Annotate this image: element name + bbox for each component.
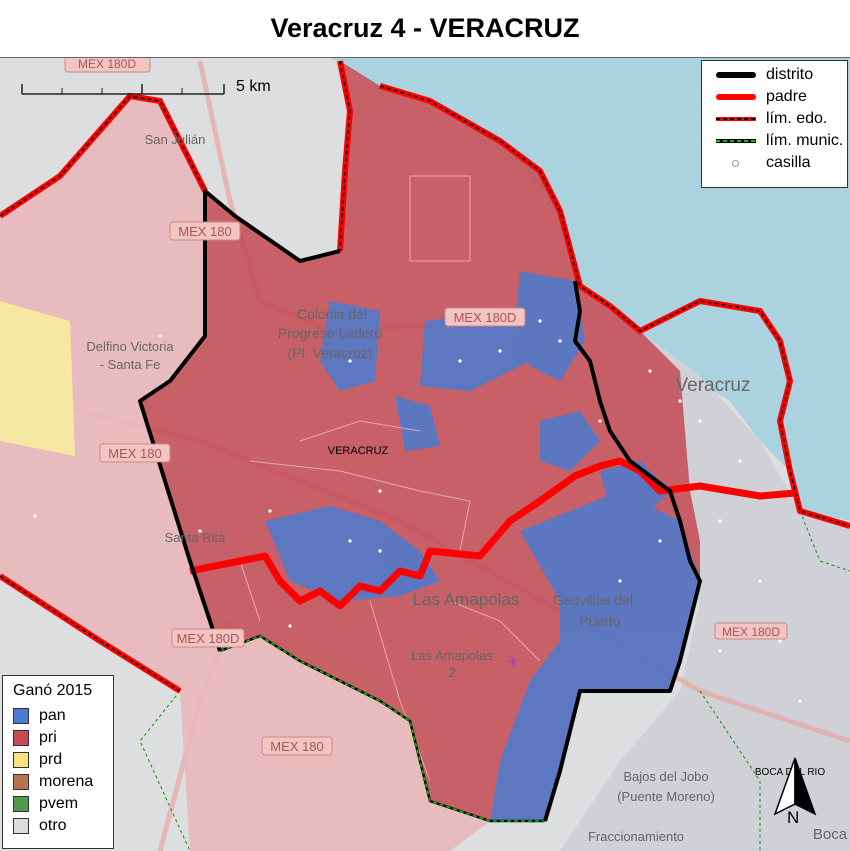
swatch-pan	[13, 708, 29, 724]
road-label-mex180d-right: MEX 180D	[722, 625, 780, 639]
north-arrow-icon	[773, 757, 817, 816]
place-veracruz-city: Veracruz	[676, 375, 751, 396]
airport-icon: ✈	[506, 654, 519, 671]
place-delfino-line1: Delfino Victoria	[86, 339, 174, 354]
legend-label-padre: padre	[766, 88, 807, 105]
place-bajos-line2: (Puente Moreno)	[617, 789, 715, 804]
winner-label-pri: pri	[39, 729, 57, 746]
winner-label-pvem: pvem	[39, 795, 79, 812]
place-colonia-line1: Colonia del	[297, 306, 367, 322]
section-boundaries	[239, 175, 541, 782]
winner-item-prd: prd	[13, 750, 62, 770]
scale-bar: 5 km	[20, 76, 280, 106]
map-legend: distrito padre lím. edo. lím. munic. cas…	[701, 60, 848, 188]
parent-boundary	[189, 457, 796, 610]
legend-symbol-lim-munic	[714, 131, 758, 151]
pan-areas	[265, 271, 700, 821]
map-area[interactable]: MEX 180D MEX 180 MEX 180 MEX 180D MEX 18…	[0, 57, 850, 851]
neighbor-district-south	[180, 636, 490, 851]
road-label-mex180-a: MEX 180	[178, 224, 231, 239]
place-geovillas-line1: Geovillas del	[553, 592, 633, 608]
place-geovillas-line2: Puerto	[579, 613, 620, 629]
road-label-mex180-c: MEX 180	[270, 739, 323, 754]
place-san-julian: San Julián	[145, 132, 206, 147]
municipality-label: VERACRUZ	[328, 445, 389, 457]
north-label: N	[787, 808, 800, 827]
place-las-amapolas: Las Amapolas	[413, 590, 520, 609]
winner-label-prd: prd	[39, 751, 63, 768]
north-arrow: N	[760, 756, 830, 831]
winner-item-morena: morena	[13, 772, 93, 792]
state-boundary-dash	[0, 60, 850, 692]
place-santa-rita: Santa Rita	[165, 530, 226, 545]
road-label-mex180-b: MEX 180	[108, 446, 161, 461]
legend-symbol-lim-edo	[714, 109, 758, 129]
municipal-boundary-other	[139, 510, 850, 851]
road-label-mex180d-top: MEX 180D	[78, 58, 136, 71]
scale-bar-label: 5 km	[236, 78, 271, 95]
swatch-morena	[13, 774, 29, 790]
legend-item-lim-edo: lím. edo.	[714, 109, 827, 129]
place-las-amapolas-2-line1: Las Amapolas	[411, 648, 493, 663]
place-delfino-line2: - Santa Fe	[100, 357, 161, 372]
map-canvas: MEX 180D MEX 180 MEX 180 MEX 180D MEX 18…	[0, 58, 850, 851]
place-colonia-line3: (Pl. Veracruz)	[288, 345, 373, 361]
winner-label-pan: pan	[39, 707, 66, 724]
winner-item-pri: pri	[13, 728, 57, 748]
winner-item-otro: otro	[13, 816, 67, 836]
road-shields	[64, 58, 788, 756]
place-boca: Boca	[813, 826, 848, 843]
swatch-otro	[13, 818, 29, 834]
swatch-pri	[13, 730, 29, 746]
place-labels: San Julián Colonia del Progreso Ladero (…	[86, 132, 847, 844]
legend-item-casilla: casilla	[714, 153, 810, 173]
legend-symbol-padre	[714, 87, 758, 107]
winner-legend: Ganó 2015 pan pri prd morena pvem otro	[2, 675, 114, 849]
place-bajos-line1: Bajos del Jobo	[623, 769, 708, 784]
swatch-prd	[13, 752, 29, 768]
place-fraccionamiento: Fraccionamiento	[588, 829, 684, 844]
scale-bar-graphic	[21, 84, 225, 95]
legend-item-lim-munic: lím. munic.	[714, 131, 843, 151]
road-label-mex180d-mid: MEX 180D	[454, 310, 517, 325]
neighbor-district-west	[0, 96, 220, 691]
place-colonia-line2: Progreso Ladero	[278, 325, 383, 341]
winner-label-otro: otro	[39, 817, 67, 834]
legend-label-lim-munic: lím. munic.	[766, 132, 844, 149]
winner-label-morena: morena	[39, 773, 94, 790]
legend-label-lim-edo: lím. edo.	[766, 110, 828, 127]
winner-item-pan: pan	[13, 706, 66, 726]
place-las-amapolas-2-line2: 2	[448, 665, 455, 680]
district-boundary	[138, 189, 702, 822]
map-title: Veracruz 4 - VERACRUZ	[270, 12, 580, 43]
municipal-boundary-dash	[219, 635, 545, 822]
winner-legend-title: Ganó 2015	[13, 682, 93, 699]
prd-area	[0, 301, 75, 456]
winner-item-pvem: pvem	[13, 794, 78, 814]
road-label-mex180d-low: MEX 180D	[177, 631, 240, 646]
legend-label-casilla: casilla	[766, 154, 811, 171]
legend-item-padre: padre	[714, 87, 807, 107]
legend-symbol-casilla	[714, 153, 758, 173]
swatch-pvem	[13, 796, 29, 812]
legend-item-distrito: distrito	[714, 65, 813, 85]
legend-symbol-distrito	[714, 65, 758, 85]
legend-label-distrito: distrito	[766, 66, 814, 83]
